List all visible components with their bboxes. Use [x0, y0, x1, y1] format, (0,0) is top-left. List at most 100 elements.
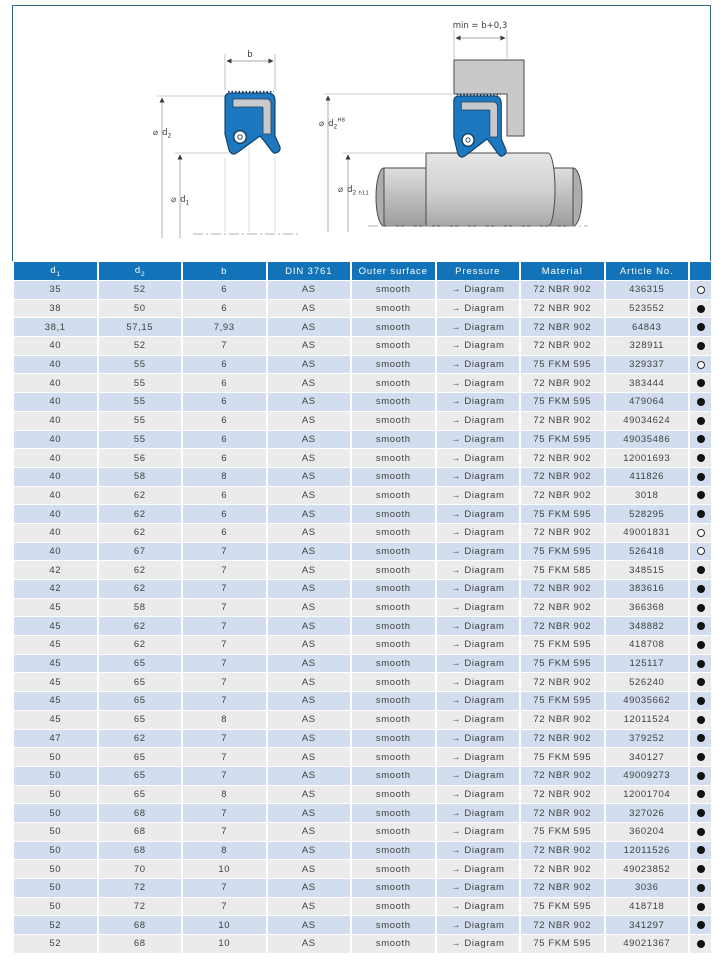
pressure-cell: → Diagram: [436, 580, 519, 598]
surface-cell: smooth: [352, 729, 435, 748]
dimensions-table: d1 d2 b DIN 3761 Outer surface Pressure Materi…: [12, 261, 713, 954]
din-cell: AS: [267, 337, 350, 355]
din-cell: AS: [267, 393, 350, 411]
table-row: 35 52 6 AS smooth → Diagram 72 NBR 902 436315: [14, 281, 711, 299]
article-cell: 526240: [605, 673, 688, 692]
surface-cell: smooth: [352, 411, 435, 430]
pressure-cell: → Diagram: [436, 542, 519, 561]
pressure-cell: → Diagram: [436, 860, 519, 878]
table-row: 45 62 7 AS smooth → Diagram 75 FKM 595 418708: [14, 636, 711, 654]
dimension-d2: ⌀ d2: [153, 95, 225, 238]
d2-cell: 62: [98, 617, 181, 636]
column-header-availability: [690, 262, 711, 280]
article-cell: 49035662: [605, 692, 688, 710]
installation-figure: min = b+0,3 ⌀ d2H8 ⌀ d2 h11: [319, 21, 588, 232]
availability-cell: [690, 561, 711, 579]
din-cell: AS: [267, 860, 350, 878]
d1-cell: 42: [14, 580, 97, 598]
availability-cell: [690, 467, 711, 486]
filled-circle-icon: [696, 304, 705, 313]
d2-cell: 56: [98, 449, 181, 467]
column-header-material: Material: [521, 262, 604, 280]
d2-cell: 62: [98, 523, 181, 542]
pressure-cell: → Diagram: [436, 636, 519, 654]
din-cell: AS: [267, 542, 350, 561]
pressure-cell: → Diagram: [436, 841, 519, 860]
column-header-d2: d2: [98, 262, 181, 280]
d2-cell: 65: [98, 710, 181, 729]
din-cell: AS: [267, 467, 350, 486]
filled-circle-icon: [696, 622, 705, 631]
din-cell: AS: [267, 281, 350, 299]
surface-cell: smooth: [352, 598, 435, 617]
filled-circle-icon: [696, 584, 705, 593]
surface-cell: smooth: [352, 355, 435, 374]
pressure-cell: → Diagram: [436, 748, 519, 766]
filled-circle-icon: [696, 753, 705, 762]
filled-circle-icon: [696, 827, 705, 836]
table-row: 45 58 7 AS smooth → Diagram 72 NBR 902 366368: [14, 598, 711, 617]
column-header-din: DIN 3761: [267, 262, 350, 280]
din-cell: AS: [267, 486, 350, 505]
article-cell: 523552: [605, 299, 688, 318]
surface-cell: smooth: [352, 617, 435, 636]
surface-cell: smooth: [352, 692, 435, 710]
d2-cell: 55: [98, 430, 181, 449]
material-cell: 75 FKM 595: [521, 636, 604, 654]
seal-cross-section-figure: b ⌀ d2 ⌀ d1: [153, 50, 299, 238]
b-cell: 8: [183, 467, 266, 486]
article-cell: 49034624: [605, 411, 688, 430]
availability-cell: [690, 617, 711, 636]
surface-cell: smooth: [352, 785, 435, 804]
table-row: 50 72 7 AS smooth → Diagram 75 FKM 595 418718: [14, 897, 711, 916]
article-cell: 49023852: [605, 860, 688, 878]
table-row: 50 72 7 AS smooth → Diagram 72 NBR 902 3036: [14, 879, 711, 897]
b-cell: 8: [183, 785, 266, 804]
b-cell: 7: [183, 766, 266, 785]
availability-cell: [690, 916, 711, 935]
d1-cell: 45: [14, 710, 97, 729]
din-cell: AS: [267, 897, 350, 916]
d2-cell: 50: [98, 299, 181, 318]
material-cell: 72 NBR 902: [521, 318, 604, 337]
material-cell: 72 NBR 902: [521, 916, 604, 935]
dimension-b: b: [224, 50, 276, 90]
availability-cell: [690, 785, 711, 804]
article-cell: 49035486: [605, 430, 688, 449]
filled-circle-icon: [696, 902, 705, 911]
d2-cell: 52: [98, 281, 181, 299]
shaft-diameter-label: ⌀ d2 h11: [338, 185, 369, 197]
d1-cell: 45: [14, 617, 97, 636]
material-cell: 72 NBR 902: [521, 673, 604, 692]
material-cell: 72 NBR 902: [521, 879, 604, 897]
d2-label: ⌀ d2: [153, 128, 172, 140]
d2-cell: 62: [98, 486, 181, 505]
table-body: 35 52 6 AS smooth → Diagram 72 NBR 902 436315 38…: [14, 281, 711, 953]
filled-circle-icon: [696, 472, 705, 481]
filled-circle-icon: [696, 566, 705, 575]
din-cell: AS: [267, 766, 350, 785]
din-cell: AS: [267, 935, 350, 953]
d1-cell: 40: [14, 393, 97, 411]
d1-cell: 45: [14, 636, 97, 654]
article-cell: 383616: [605, 580, 688, 598]
seal-cross-section: [224, 90, 281, 155]
article-cell: 49001831: [605, 523, 688, 542]
d2-cell: 68: [98, 935, 181, 953]
surface-cell: smooth: [352, 673, 435, 692]
availability-cell: [690, 393, 711, 411]
availability-cell: [690, 486, 711, 505]
table-row: 50 68 7 AS smooth → Diagram 72 NBR 902 327026: [14, 804, 711, 822]
article-cell: 329337: [605, 355, 688, 374]
table-row: 40 55 6 AS smooth → Diagram 75 FKM 595 49035486: [14, 430, 711, 449]
b-cell: 7: [183, 729, 266, 748]
article-cell: 411826: [605, 467, 688, 486]
d2-cell: 62: [98, 561, 181, 579]
d1-cell: 40: [14, 411, 97, 430]
availability-cell: [690, 430, 711, 449]
d2-cell: 65: [98, 673, 181, 692]
article-cell: 340127: [605, 748, 688, 766]
d2-cell: 65: [98, 692, 181, 710]
surface-cell: smooth: [352, 897, 435, 916]
